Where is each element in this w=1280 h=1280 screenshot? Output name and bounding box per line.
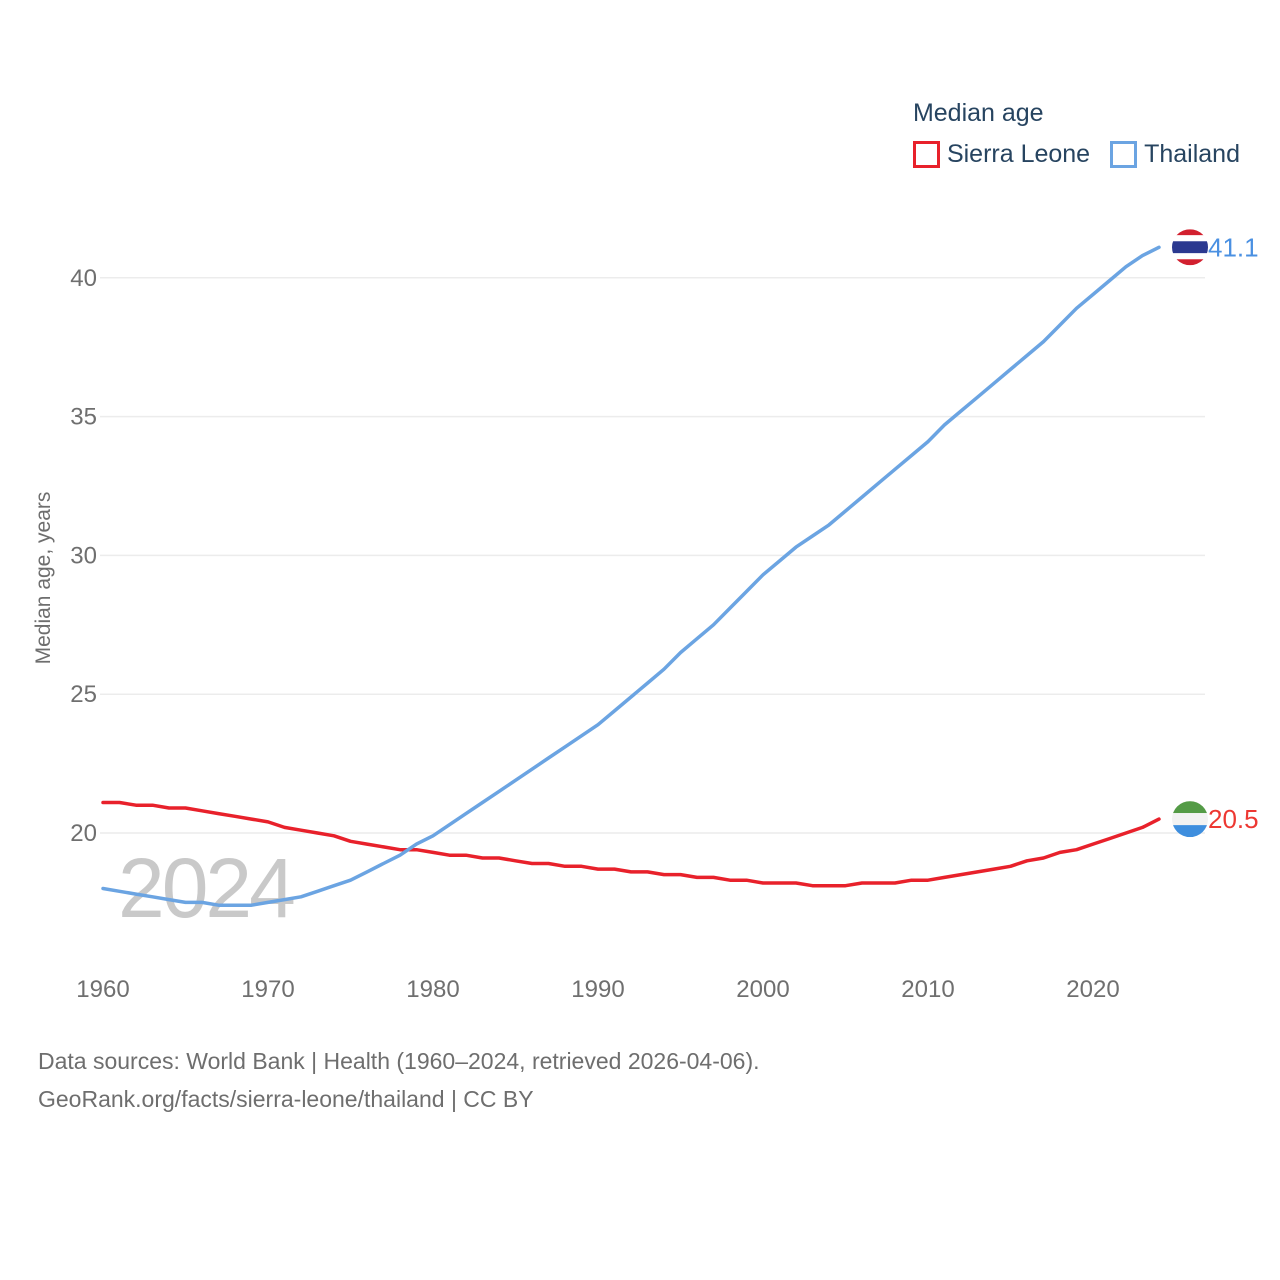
legend-item-thailand[interactable]: Thailand xyxy=(1110,140,1240,169)
legend-label-sierra-leone: Sierra Leone xyxy=(946,139,1091,168)
thailand-swatch-icon xyxy=(1110,140,1138,168)
x-tick-label: 1980 xyxy=(406,976,459,1003)
legend-item-sierra-leone[interactable]: Sierra Leone xyxy=(912,139,1091,169)
watermark-year: 2024 xyxy=(118,841,296,935)
series-line-sierra-leone[interactable] xyxy=(101,800,1161,888)
thailand-flag-icon xyxy=(1172,229,1208,266)
y-tick-label: 35 xyxy=(70,404,97,431)
end-value-label-sierra-leone: 20.5 xyxy=(1208,804,1259,834)
legend: Median age Sierra Leone Thailand xyxy=(912,99,1240,169)
x-tick-label: 1970 xyxy=(241,976,294,1003)
y-tick-label: 25 xyxy=(70,681,97,708)
x-tick-label: 1960 xyxy=(76,976,129,1003)
legend-row: Sierra Leone Thailand xyxy=(912,139,1240,169)
sierra-leone-flag-icon xyxy=(1172,801,1208,838)
data-sources-line: Data sources: World Bank | Health (1960–… xyxy=(38,1048,760,1074)
footer: Data sources: World Bank | Health (1960–… xyxy=(38,1042,760,1118)
legend-label-thailand: Thailand xyxy=(1144,139,1240,168)
x-tick-label: 2000 xyxy=(736,976,789,1003)
attribution-line: GeoRank.org/facts/sierra-leone/thailand … xyxy=(38,1086,534,1112)
y-tick-label: 30 xyxy=(70,542,97,569)
end-value-label-thailand: 41.1 xyxy=(1208,232,1259,262)
chart-plot-area[interactable]: 20 25 30 35 40 1960 1970 1980 1990 2000 2010 2020 20… xyxy=(0,0,1280,1030)
y-tick-label: 20 xyxy=(70,820,97,847)
legend-title: Median age xyxy=(912,99,1044,127)
x-tick-label: 2020 xyxy=(1066,976,1119,1003)
series-line-thailand[interactable] xyxy=(101,245,1161,907)
y-tick-label: 40 xyxy=(70,265,97,292)
sierra-leone-swatch-icon xyxy=(912,140,940,168)
x-tick-label: 2010 xyxy=(901,976,954,1003)
x-tick-label: 1990 xyxy=(571,976,624,1003)
